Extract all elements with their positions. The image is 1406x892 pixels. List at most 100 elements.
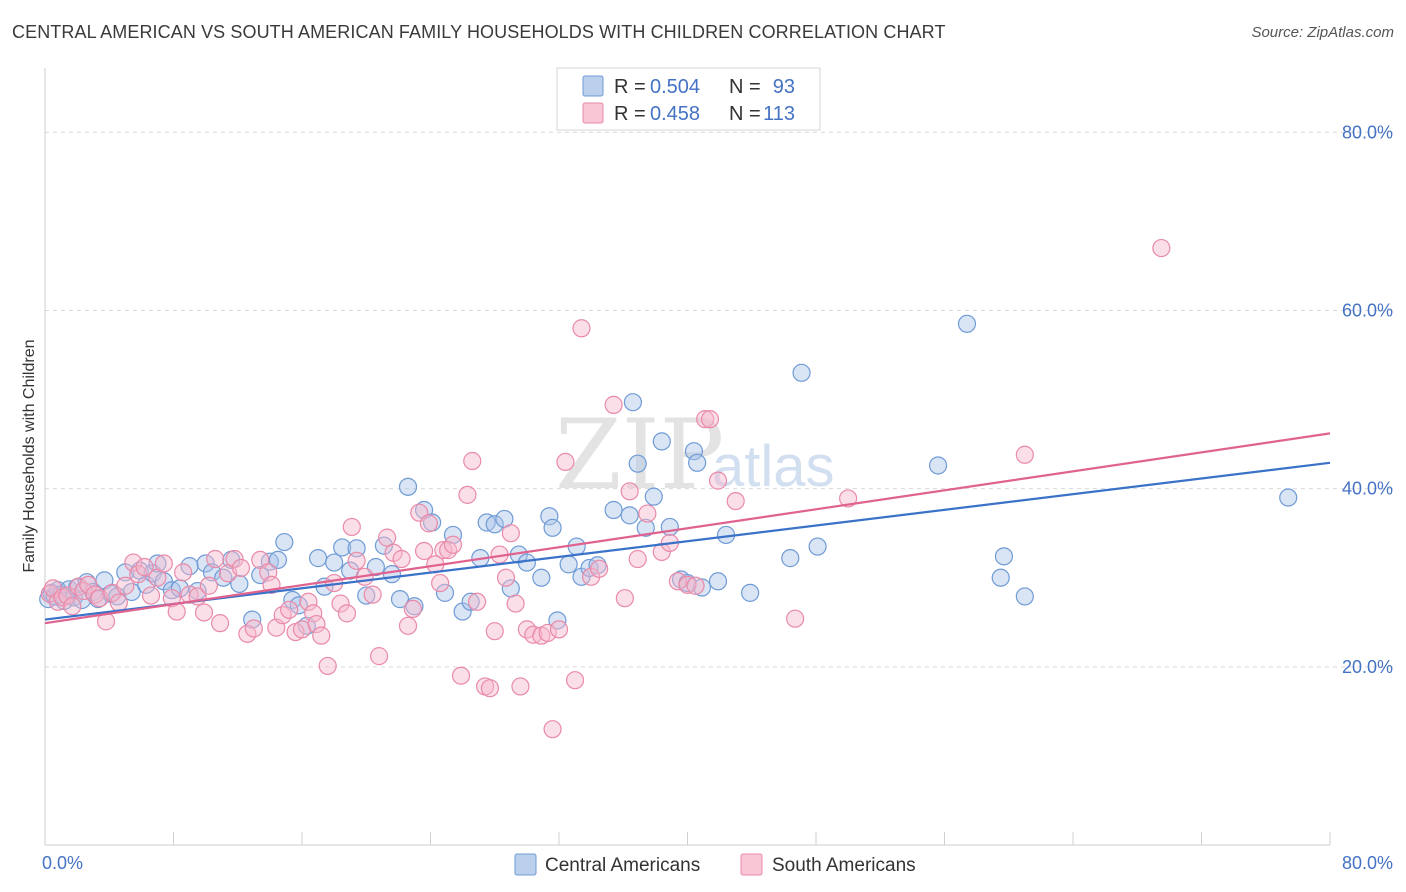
central-point (628, 454, 647, 473)
south-point (398, 616, 418, 635)
south-point (347, 551, 366, 570)
south-point (572, 319, 591, 338)
south-point (463, 451, 482, 471)
south-point (443, 535, 463, 554)
central-point (928, 456, 948, 475)
central-point (559, 555, 578, 574)
south-point (124, 553, 143, 572)
central-americans-swatch (514, 853, 537, 876)
south-americans-legend-label: South Americans (772, 855, 916, 876)
south-point (210, 614, 230, 633)
south-point (79, 575, 98, 594)
south-point (206, 549, 225, 569)
south-point (154, 554, 173, 573)
south-point (696, 410, 715, 429)
south-point (434, 541, 453, 560)
source-attribution: Source: ZipAtlas.com (1251, 24, 1394, 41)
central-point (268, 550, 288, 570)
central-point (196, 554, 215, 573)
central-point (792, 363, 811, 382)
south-point (419, 514, 438, 533)
south-point (451, 666, 471, 685)
south-point (403, 599, 422, 619)
central-point (485, 515, 504, 534)
south-point (467, 592, 487, 611)
south-point (480, 679, 500, 698)
central-point (688, 453, 707, 472)
trend-lines (44, 432, 1331, 625)
central-point (308, 549, 328, 568)
south-point (174, 563, 193, 582)
central-point (644, 487, 663, 506)
central-point (781, 549, 800, 568)
south-point (496, 568, 516, 587)
south-point (129, 565, 148, 584)
central-legend-swatch (582, 75, 604, 97)
south-point (318, 656, 337, 676)
central-point (390, 590, 410, 609)
south-point (458, 485, 477, 504)
south-point (194, 603, 214, 622)
central-point (461, 592, 480, 611)
y-tick-label: 20.0% (1342, 657, 1393, 677)
south-americans-points (40, 238, 1171, 739)
n-label: N = (729, 76, 761, 98)
central-point (347, 539, 366, 558)
central-point (620, 506, 639, 525)
r-label: R = (614, 103, 646, 125)
central-point (1015, 587, 1034, 606)
watermark: ZIP atlas (555, 399, 835, 511)
x-tick-label: 0.0% (42, 853, 83, 873)
central-point (275, 532, 294, 552)
south-point (304, 604, 323, 623)
central-point (808, 537, 827, 556)
south-point (638, 504, 657, 523)
r-label: R = (614, 76, 646, 98)
central-point (532, 568, 551, 587)
south-r-value: 0.458 (650, 103, 700, 125)
central-point (636, 518, 655, 537)
central-point (957, 314, 977, 333)
south-point (199, 576, 218, 595)
south-point (109, 593, 128, 612)
stats-legend: R = 0.504 N = 93 R = 0.458 N = 113 (556, 67, 821, 131)
y-tick-label: 80.0% (1342, 122, 1393, 142)
south-point (556, 452, 575, 471)
south-point (1152, 238, 1171, 258)
y-tick-labels: 20.0% 40.0% 60.0% 80.0% (1342, 122, 1393, 677)
central-point (1279, 488, 1298, 507)
south-point (231, 558, 251, 578)
south-point (225, 549, 244, 569)
watermark-atlas: atlas (712, 434, 835, 499)
south-point (700, 410, 720, 429)
south-point (628, 549, 647, 569)
south-point (63, 597, 82, 616)
central-point (692, 578, 712, 597)
central-point (991, 568, 1010, 587)
central-point (230, 574, 249, 594)
south-americans-swatch (740, 853, 763, 876)
central-point (994, 547, 1014, 566)
central-point (382, 565, 402, 584)
south-n-value: 113 (763, 103, 795, 125)
south-point (511, 677, 530, 696)
south-point (141, 586, 161, 605)
south-point (162, 589, 181, 608)
south-point (414, 541, 434, 561)
south-point (1015, 445, 1034, 464)
south-point (342, 517, 361, 537)
south-point (485, 622, 504, 641)
south-point (392, 549, 411, 569)
central-point (333, 538, 352, 557)
south-point (307, 614, 326, 634)
south-point (74, 581, 93, 601)
south-point (604, 395, 623, 414)
y-axis-label: Family Households with Children (21, 340, 38, 573)
central-r-value: 0.504 (650, 76, 700, 98)
central-point (741, 583, 760, 602)
axes (44, 68, 1331, 846)
central-point (660, 517, 679, 537)
central-point (289, 596, 308, 615)
south-point (363, 585, 382, 604)
